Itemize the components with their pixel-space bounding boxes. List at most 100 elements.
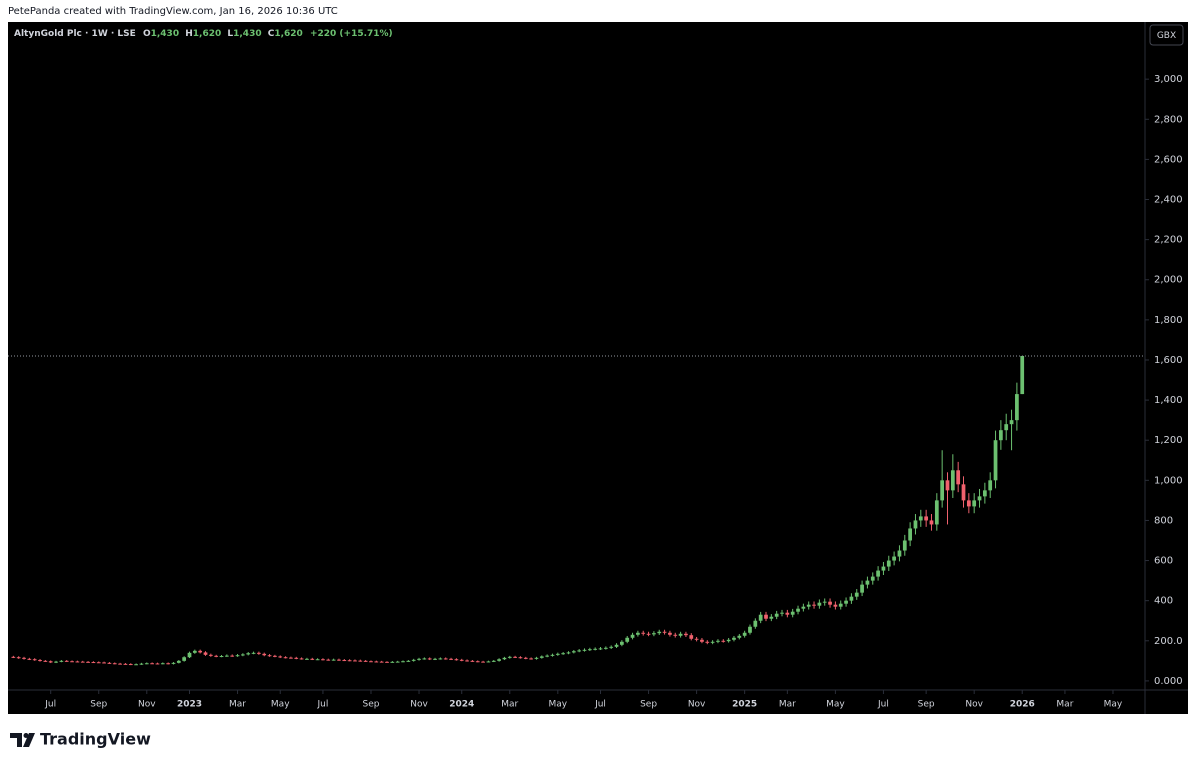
candle-body: [417, 658, 421, 660]
candle-body: [486, 661, 491, 663]
candle-body: [454, 659, 459, 661]
candle-body: [48, 661, 53, 663]
x-tick-label: 2024: [449, 700, 474, 710]
candle-body: [828, 601, 832, 605]
candle-body: [475, 661, 480, 663]
candle-body: [374, 661, 379, 663]
candle-body: [545, 655, 550, 657]
candle-body: [128, 664, 133, 666]
x-tick-label: Sep: [918, 700, 935, 710]
currency-button[interactable]: [1149, 24, 1184, 46]
logo-mark: [10, 733, 22, 747]
candle-body: [144, 663, 149, 665]
y-tick-label: 2,400: [1154, 195, 1183, 206]
candle-body: [166, 663, 171, 665]
candle-body: [427, 658, 432, 660]
candle-body: [64, 660, 69, 662]
candle-body: [310, 658, 315, 660]
candle-body: [390, 661, 395, 663]
candle-body: [934, 500, 939, 525]
candle-body: [342, 660, 347, 662]
candle-body: [769, 616, 774, 619]
y-tick-label: 1,600: [1154, 355, 1183, 366]
y-tick-label: 1,200: [1154, 435, 1183, 446]
candle-body: [401, 661, 405, 663]
candle-body: [523, 657, 528, 659]
candle-body: [657, 631, 662, 634]
candle-body: [918, 516, 923, 521]
candle-body: [422, 658, 427, 660]
candle-body: [571, 651, 576, 653]
candle-body: [246, 653, 251, 655]
candle-body: [411, 659, 416, 661]
candle-body: [945, 480, 950, 491]
legend-label: O: [143, 29, 151, 39]
candle-body: [353, 660, 357, 662]
candle-body: [139, 663, 144, 665]
header: PetePanda created with TradingView.com, …: [8, 6, 338, 17]
candle-body: [684, 633, 688, 636]
candle-body: [902, 540, 907, 551]
x-tick-label: May: [1104, 700, 1123, 710]
y-tick-label: 2,800: [1154, 114, 1183, 125]
y-tick-label: 600: [1154, 556, 1173, 567]
x-tick-label: Jul: [44, 700, 56, 710]
y-tick-label: 2,000: [1154, 275, 1183, 286]
candle-body: [294, 657, 299, 659]
logo-mark: [23, 733, 35, 747]
candle-body: [273, 655, 277, 657]
candle-body: [993, 440, 998, 481]
candle-body: [662, 631, 667, 633]
brand-logo: [10, 733, 35, 747]
x-tick-label: 2026: [1010, 700, 1035, 710]
candle-body: [1015, 394, 1019, 421]
candle-body: [369, 661, 373, 663]
candle-body: [854, 592, 859, 597]
candle-body: [860, 584, 864, 593]
candle-body: [961, 484, 966, 501]
candle-body: [550, 654, 555, 656]
x-tick-label: May: [549, 700, 568, 710]
candle-body: [123, 663, 128, 665]
candle-body: [443, 658, 448, 660]
candle-body: [780, 612, 784, 614]
legend-label: L: [227, 29, 233, 39]
candle-body: [230, 655, 235, 657]
candle-body: [822, 601, 827, 603]
currency-label: GBX: [1157, 31, 1176, 41]
candle-body: [748, 626, 752, 633]
candle-body: [283, 657, 288, 659]
x-tick-label: 2025: [732, 700, 757, 710]
candle-body: [241, 654, 245, 656]
candle-body: [833, 604, 838, 607]
candle-body: [700, 639, 704, 642]
candle-body: [774, 613, 779, 617]
candle-body: [54, 661, 58, 663]
x-tick-label: Mar: [779, 700, 796, 710]
candle-body: [465, 660, 469, 662]
candle-body: [198, 650, 203, 653]
candle-body: [80, 661, 85, 663]
candle-body: [753, 620, 758, 627]
x-tick-label: 2023: [177, 700, 202, 710]
candle-body: [940, 480, 945, 501]
candle-body: [203, 652, 208, 655]
candle-body: [796, 608, 800, 612]
candle-body: [134, 664, 138, 666]
candle-body: [299, 658, 304, 660]
candle-body: [331, 659, 336, 661]
candle-body: [972, 500, 977, 507]
candle-body: [790, 611, 795, 615]
candle-body: [620, 641, 624, 645]
brand-name: TradingView: [40, 730, 151, 749]
candle-body: [406, 660, 411, 662]
candle-body: [849, 596, 854, 601]
candle-body: [513, 656, 517, 658]
candle-body: [502, 657, 507, 660]
candle-body: [587, 649, 592, 651]
candle-body: [705, 641, 710, 643]
candle-body: [929, 520, 934, 525]
candle-body: [892, 556, 896, 561]
candle-body: [433, 658, 437, 660]
